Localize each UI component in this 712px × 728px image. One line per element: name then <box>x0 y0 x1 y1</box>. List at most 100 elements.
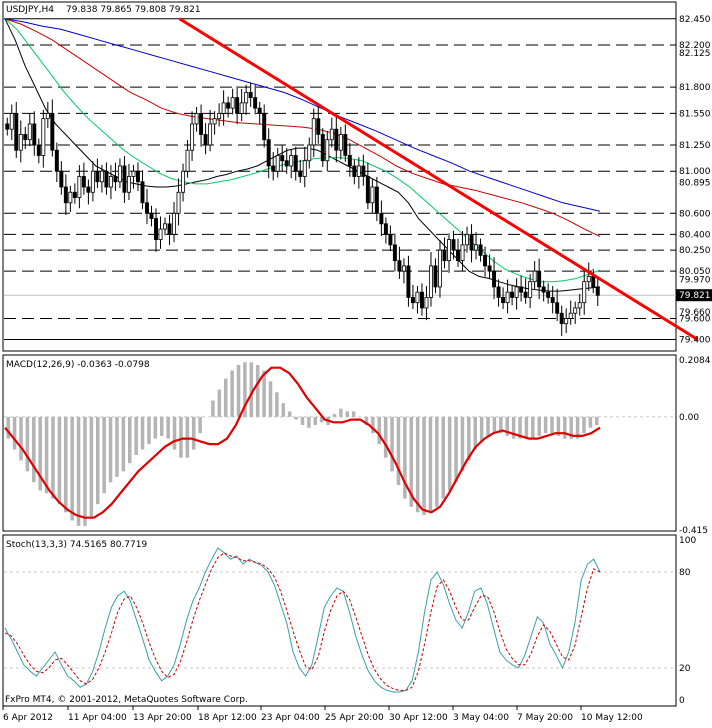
candle-body <box>465 233 470 246</box>
candle-body <box>113 176 118 183</box>
candle-body <box>528 281 533 298</box>
candle-body <box>181 170 186 193</box>
candle-body <box>244 91 249 104</box>
time-axis-label: 25 Apr 20:00 <box>325 713 384 723</box>
price-axis-tick: 79.660 <box>679 308 711 318</box>
candle-body <box>59 170 64 188</box>
candle-body <box>36 144 41 156</box>
candle-body <box>469 233 474 251</box>
time-axis-label: 30 Apr 12:00 <box>389 713 448 723</box>
candle-body <box>90 170 95 193</box>
candle-body <box>316 118 321 135</box>
price-level-label: 79.600 <box>679 314 711 324</box>
candle-body <box>230 97 235 109</box>
price-axis: 82.450 82.200 81.800 81.550 81.250 81.000 80.6… <box>676 15 712 706</box>
price-level-label: 80.250 <box>679 246 711 256</box>
candle-body <box>248 91 253 99</box>
candle-body <box>302 160 307 177</box>
time-axis-label: 3 May 04:00 <box>453 713 509 723</box>
candle-body <box>194 113 199 125</box>
candle-body <box>167 223 172 235</box>
chart-header-symbol: USDJPY,H4 <box>6 5 54 15</box>
time-axis-label: 18 Apr 12:00 <box>198 713 257 723</box>
candle-body <box>595 286 600 296</box>
candle-body <box>149 212 154 219</box>
candle-body <box>392 244 397 262</box>
candle-body <box>68 191 73 204</box>
macd-signal-line <box>4 366 601 519</box>
candle-body <box>199 113 204 135</box>
price-level-label: 81.250 <box>679 141 711 151</box>
candle-body <box>397 260 402 272</box>
moving-average-line <box>4 18 601 283</box>
candle-body <box>126 176 131 193</box>
candle-body <box>514 286 519 298</box>
candle-body <box>298 170 303 177</box>
stoch-main-line <box>4 547 601 693</box>
candle-body <box>541 286 546 293</box>
candle-body <box>365 176 370 204</box>
candle-body <box>505 291 510 304</box>
candle-body <box>221 102 226 114</box>
candle-body <box>460 244 465 262</box>
candle-body <box>117 165 122 183</box>
candle-body <box>361 165 366 177</box>
candle-body <box>63 186 68 204</box>
candle-body <box>329 128 334 141</box>
candle-body <box>519 286 524 293</box>
candle-body <box>41 118 46 156</box>
candle-body <box>352 165 357 177</box>
macd-panel-frame <box>2 354 677 532</box>
price-axis-tick: 80.895 <box>679 178 711 188</box>
time-axis-label: 6 Apr 2012 <box>3 713 53 723</box>
candle-body <box>172 212 177 235</box>
candle-body <box>14 113 19 151</box>
candle-body <box>122 165 127 193</box>
candle-body <box>582 281 587 304</box>
candle-body <box>347 155 352 167</box>
macd-label: MACD(12,26,9) -0.0363 -0.0798 <box>6 360 150 370</box>
price-level-label: 81.000 <box>679 167 711 177</box>
candle-body <box>415 291 420 304</box>
candle-body <box>406 265 411 298</box>
candle-body <box>77 176 82 198</box>
candle-body <box>424 297 429 309</box>
price-level-label: 80.600 <box>679 209 711 219</box>
candle-body <box>591 275 596 288</box>
moving-average-line <box>4 18 601 212</box>
candle-body <box>474 244 479 251</box>
candle-body <box>81 176 86 188</box>
candle-body <box>271 165 276 172</box>
stoch-axis-tick: 0 <box>679 696 685 706</box>
price-level-label: 81.800 <box>679 83 711 93</box>
price-level-label: 80.400 <box>679 230 711 240</box>
stoch-axis-tick: 100 <box>679 536 696 546</box>
copyright-text: FxPro MT4, © 2001-2012, MetaQuotes Softw… <box>5 695 248 705</box>
candle-body <box>586 275 591 283</box>
candle-body <box>356 165 361 177</box>
candle-body <box>537 270 542 288</box>
price-level-label: 82.200 <box>679 41 711 51</box>
candle-body <box>140 181 145 204</box>
time-axis-label: 11 Apr 04:00 <box>68 713 127 723</box>
candle-body <box>410 297 415 304</box>
candle-body <box>95 170 100 183</box>
price-level-label: 80.050 <box>679 267 711 277</box>
candle-body <box>203 134 208 146</box>
price-axis-tick: 79.970 <box>679 276 711 286</box>
candle-body <box>523 291 528 298</box>
candle-body <box>501 297 506 304</box>
candle-body <box>239 102 244 114</box>
candle-body <box>568 312 573 319</box>
candle-body <box>212 118 217 125</box>
stoch-axis-tick: 80 <box>679 568 691 578</box>
candle-body <box>158 228 163 240</box>
price-panel-frame <box>2 1 677 352</box>
candle-body <box>145 202 149 214</box>
candle-body <box>311 118 316 146</box>
candle-body <box>50 113 55 151</box>
candle-body <box>510 291 515 298</box>
price-level-label: 82.450 <box>679 15 711 25</box>
macd-panel <box>4 362 676 526</box>
